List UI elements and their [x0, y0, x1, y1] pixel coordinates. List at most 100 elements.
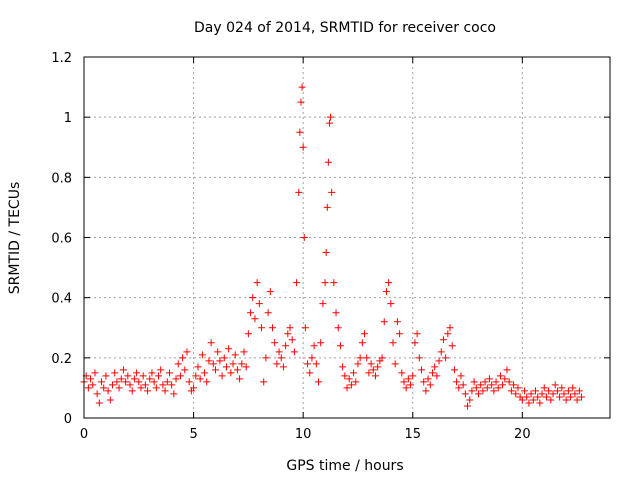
data-point: [499, 381, 507, 389]
data-point: [161, 387, 169, 395]
data-point: [308, 354, 316, 362]
data-point: [407, 381, 415, 389]
data-point: [176, 372, 184, 380]
data-point: [578, 393, 586, 401]
data-point: [448, 342, 456, 350]
data-point: [350, 369, 358, 377]
data-point: [222, 363, 230, 371]
data-point: [298, 83, 306, 91]
data-point: [130, 375, 138, 383]
data-point: [216, 357, 224, 365]
data-point: [89, 381, 97, 389]
data-point: [262, 354, 270, 362]
data-point: [141, 381, 149, 389]
data-point: [389, 339, 397, 347]
data-point: [409, 372, 417, 380]
data-point: [128, 387, 136, 395]
data-point: [387, 300, 395, 308]
data-point: [84, 384, 92, 392]
data-point: [242, 363, 250, 371]
data-point: [190, 384, 198, 392]
data-point: [356, 354, 364, 362]
data-point: [300, 234, 308, 241]
data-point: [415, 354, 423, 362]
data-point: [455, 384, 463, 392]
data-point: [461, 390, 469, 398]
data-point: [95, 399, 103, 407]
data-point: [209, 360, 217, 368]
data-point: [299, 143, 307, 151]
data-point: [477, 381, 485, 389]
data-point: [503, 366, 511, 374]
data-point: [227, 369, 235, 377]
data-point: [282, 342, 290, 350]
data-point: [295, 188, 303, 196]
data-point: [102, 372, 110, 380]
x-tick-label: 20: [514, 427, 531, 442]
data-point: [319, 300, 327, 308]
data-point: [358, 339, 366, 347]
data-point: [330, 279, 338, 287]
data-point: [170, 390, 178, 398]
data-point: [453, 378, 461, 386]
data-point: [100, 384, 108, 392]
axis-ticks: 0 5 10 15 20 0 0.2 0.4 0.6 0.8 1 1.2: [51, 51, 610, 442]
data-point: [369, 366, 377, 374]
data-point: [218, 372, 226, 380]
data-point: [472, 384, 480, 392]
data-point: [133, 369, 141, 377]
data-point: [551, 381, 559, 389]
x-tick-label: 0: [80, 427, 88, 442]
data-point: [444, 330, 452, 338]
data-point: [148, 369, 156, 377]
chart-title: Day 024 of 2014, SRMTID for receiver coc…: [194, 20, 496, 36]
data-point: [556, 393, 564, 401]
data-point: [260, 378, 268, 386]
data-point: [183, 348, 191, 356]
data-point: [231, 351, 239, 359]
data-point: [437, 348, 445, 356]
data-point: [479, 387, 487, 395]
data-point: [374, 363, 382, 371]
data-point: [258, 324, 266, 332]
data-point: [363, 354, 371, 362]
data-point: [464, 402, 472, 410]
data-point: [426, 381, 434, 389]
data-point: [124, 372, 132, 380]
data-point: [400, 378, 408, 386]
data-point: [146, 375, 154, 383]
data-point: [277, 354, 285, 362]
data-point: [571, 390, 579, 398]
data-point: [345, 375, 353, 383]
data-point: [155, 372, 163, 380]
data-point: [545, 387, 553, 395]
data-point: [540, 384, 548, 392]
data-point: [485, 375, 493, 383]
data-point: [168, 381, 176, 389]
data-points: [80, 83, 586, 410]
data-point: [271, 339, 279, 347]
data-point: [150, 378, 158, 386]
data-point: [207, 339, 215, 347]
data-point: [266, 288, 274, 296]
data-point: [553, 387, 561, 395]
data-point: [466, 396, 474, 404]
data-point: [322, 249, 330, 257]
data-point: [286, 324, 294, 332]
data-point: [549, 390, 557, 398]
data-point: [534, 393, 542, 401]
grid-lines: [84, 57, 610, 418]
data-point: [214, 348, 222, 356]
data-point: [240, 348, 248, 356]
data-point: [264, 309, 272, 317]
data-point: [424, 375, 432, 383]
data-point: [236, 375, 244, 383]
data-point: [115, 384, 123, 392]
data-point: [402, 384, 410, 392]
data-point: [301, 324, 309, 332]
data-point: [334, 324, 342, 332]
data-point: [238, 360, 246, 368]
x-axis-title: GPS time / hours: [286, 458, 403, 474]
data-point: [135, 378, 143, 386]
